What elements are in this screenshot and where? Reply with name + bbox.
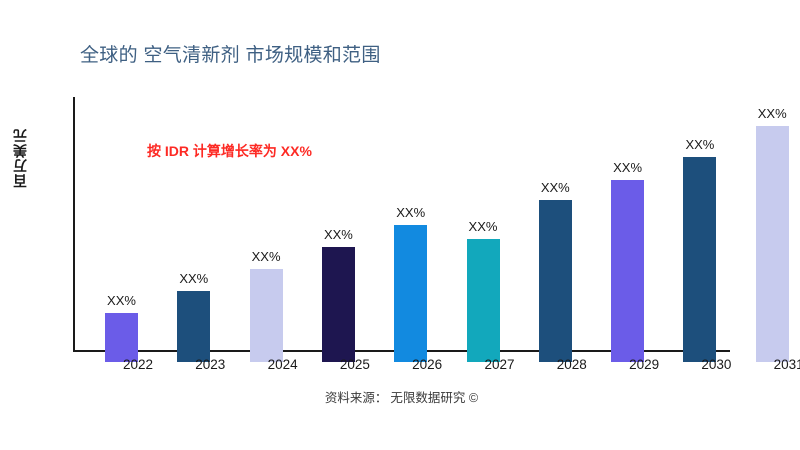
bar[interactable] bbox=[177, 290, 211, 362]
bar[interactable] bbox=[466, 239, 500, 362]
bar[interactable] bbox=[105, 312, 138, 362]
bar-value-label: XX% bbox=[757, 106, 787, 121]
x-axis-tick-2024: 2024 bbox=[267, 357, 298, 372]
x-axis-tick-2023: 2023 bbox=[195, 357, 226, 372]
bar-group: XX% bbox=[394, 60, 428, 362]
bar-group: XX% bbox=[321, 60, 355, 362]
x-axis-tick-2022: 2022 bbox=[122, 357, 154, 372]
source-value: 无限数据研究 © bbox=[390, 391, 479, 405]
bar-group: XX% bbox=[105, 60, 138, 362]
bar-group: XX% bbox=[683, 60, 717, 362]
bar[interactable] bbox=[249, 269, 283, 362]
bar-value-label: XX% bbox=[179, 270, 209, 286]
x-axis-tick-2029: 2029 bbox=[629, 357, 660, 372]
bar-value-label: XX% bbox=[396, 204, 426, 220]
x-axis-tick-2031: 2031 bbox=[773, 357, 800, 372]
bar-value-label: XX% bbox=[468, 219, 498, 235]
bar[interactable] bbox=[611, 180, 645, 362]
bar-value-label: XX% bbox=[685, 136, 715, 152]
bar[interactable] bbox=[683, 156, 717, 362]
x-axis-tick-labels: 2022 2023 2024 2025 2026 2027 2028 2029 2030 2031 bbox=[73, 357, 800, 379]
x-axis-tick-2027: 2027 bbox=[484, 357, 515, 372]
bar-group: XX% bbox=[466, 60, 500, 362]
bar-value-label: XX% bbox=[613, 160, 643, 176]
growth-rate-annotation: 按 IDR 计算增长率为 XX% bbox=[147, 143, 312, 159]
bar[interactable] bbox=[755, 126, 789, 362]
bar-value-label: XX% bbox=[107, 292, 136, 308]
x-axis-tick-2026: 2026 bbox=[412, 357, 443, 372]
bar-group: XX% bbox=[538, 60, 572, 362]
bar[interactable] bbox=[394, 224, 428, 362]
page-title: 全球的 空气清新剂 市场规模和范围 bbox=[80, 45, 381, 66]
bar-group: XX% bbox=[249, 60, 283, 362]
bar-series: XX% XX% XX% XX% XX% XX% XX% XX% XX% XX% bbox=[73, 60, 800, 362]
source-note: 资料来源： 无限数据研究 © bbox=[0, 387, 800, 406]
bar-group: XX% bbox=[755, 60, 789, 362]
y-axis-line bbox=[73, 97, 75, 352]
x-axis-tick-2028: 2028 bbox=[556, 357, 587, 372]
source-label: 资料来源： bbox=[324, 391, 388, 405]
y-axis-label: 百万美元 bbox=[12, 128, 28, 188]
bar-value-label: XX% bbox=[323, 227, 353, 243]
bar-group: XX% bbox=[611, 60, 645, 362]
bar-value-label: XX% bbox=[540, 180, 570, 196]
x-axis-tick-2025: 2025 bbox=[339, 357, 370, 372]
bar[interactable] bbox=[538, 200, 572, 362]
bar-group: XX% bbox=[177, 60, 211, 362]
bar[interactable] bbox=[321, 247, 355, 362]
bar-value-label: XX% bbox=[251, 249, 281, 265]
x-axis-tick-2030: 2030 bbox=[701, 357, 732, 372]
